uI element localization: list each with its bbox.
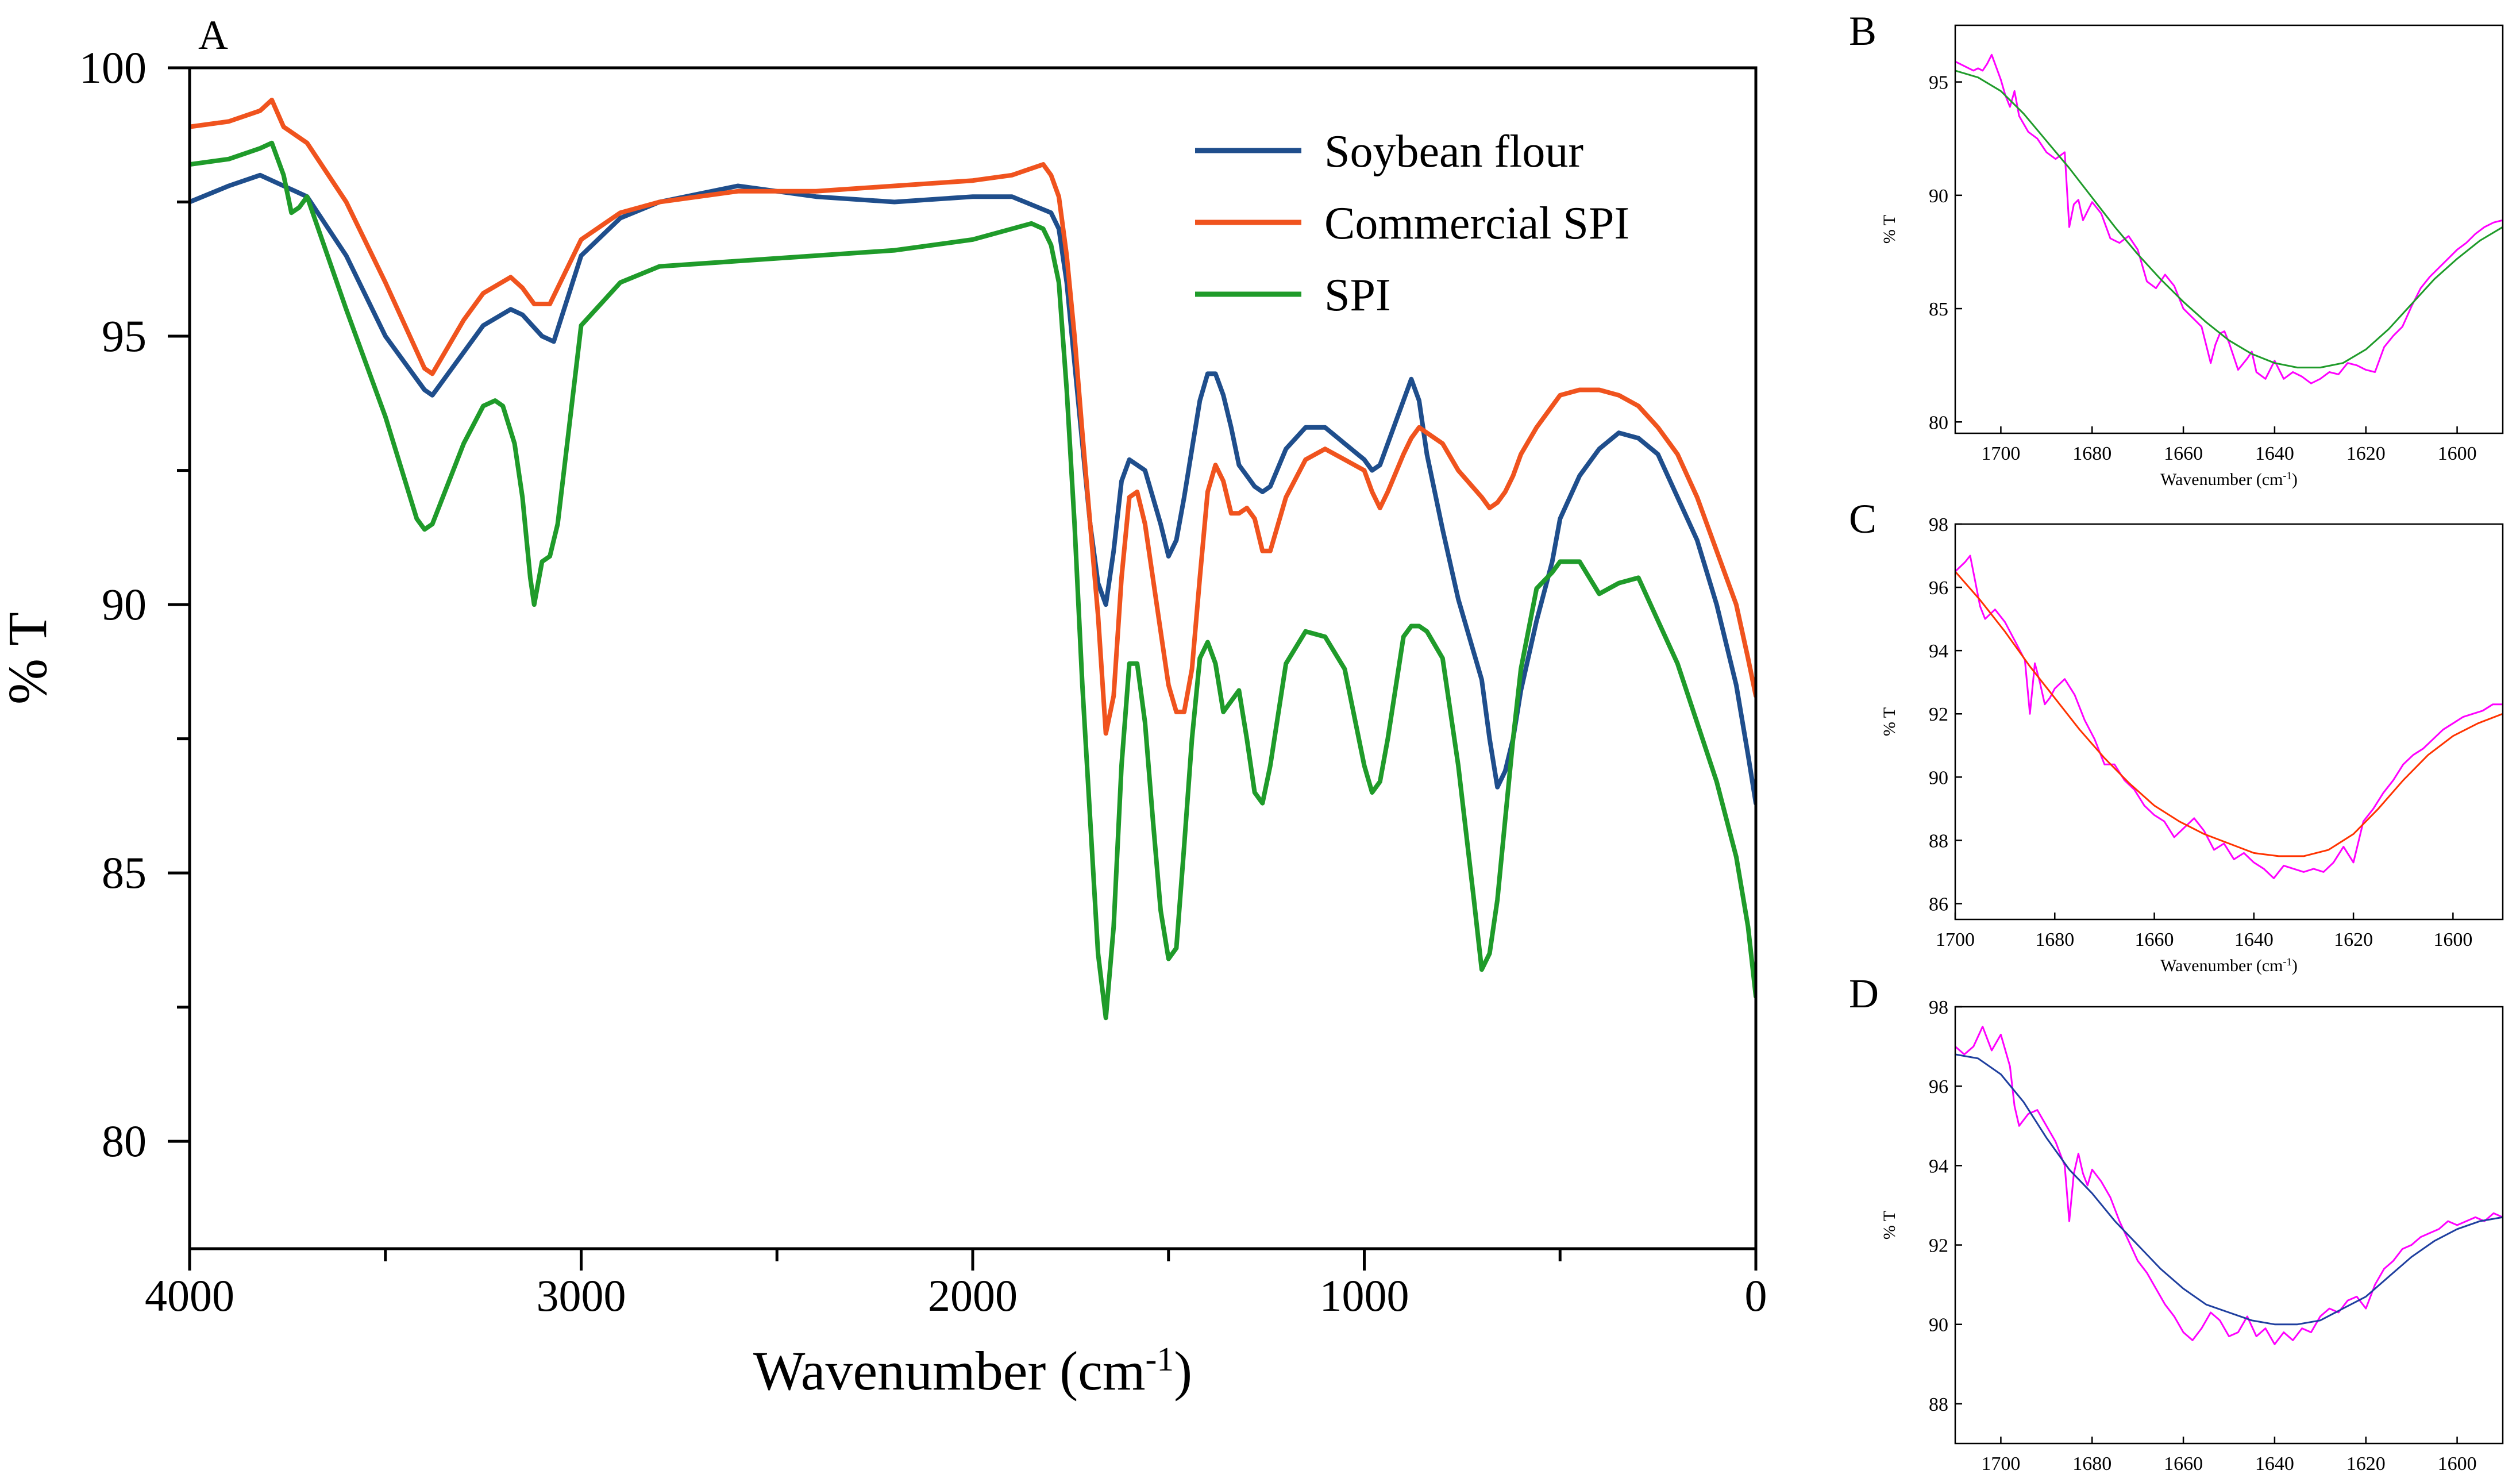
x-axis-title-text: Wavenumber (cm (753, 1340, 1146, 1402)
x-axis-title: Wavenumber (cm-1) (2160, 1480, 2298, 1482)
x-tick-label: 1620 (2346, 443, 2386, 464)
y-tick-label: 85 (1929, 299, 1948, 320)
panel-letter: D (1849, 971, 1879, 1017)
series-line-fit (1955, 70, 2503, 369)
x-tick-label: 2000 (928, 1271, 1018, 1321)
panel-letter: A (198, 12, 228, 58)
y-axis-title: % T (1880, 1211, 1899, 1240)
panel-letter: C (1849, 496, 1876, 542)
y-tick-label: 92 (1929, 1235, 1948, 1257)
series-line-fit (1955, 571, 2503, 857)
x-axis-title-exponent: -1 (2283, 956, 2292, 968)
series-line-raw (1955, 53, 2503, 384)
y-tick-label: 95 (1929, 72, 1948, 94)
x-tick-label: 1600 (2433, 929, 2472, 950)
panel-a: A 4000 3000 2000 1000 0 80 85 90 95 100 Wavenumber … (0, 12, 1767, 1402)
x-tick-label: 0 (1745, 1271, 1767, 1321)
x-axis-title-close: ) (2292, 956, 2298, 975)
x-tick-label: 1700 (1981, 1453, 2020, 1475)
y-tick-label: 100 (79, 43, 147, 93)
legend-label: Commercial SPI (1324, 198, 1629, 249)
x-axis-title: Wavenumber (cm-1) (2160, 956, 2298, 976)
y-tick-label: 92 (1929, 704, 1948, 725)
y-axis-title: % T (1880, 215, 1899, 244)
x-axis-title-exponent: -1 (1146, 1340, 1174, 1378)
series-line-raw (1955, 555, 2503, 879)
series-line-spi (190, 140, 1756, 1021)
y-tick-label: 88 (1929, 1394, 1948, 1415)
series-line-soybean-flour (190, 172, 1756, 806)
x-tick-label: 1600 (2438, 1453, 2477, 1475)
x-tick-label: 1700 (1936, 929, 1975, 950)
y-tick-label: 94 (1929, 641, 1948, 662)
y-tick-label: 90 (1929, 1315, 1948, 1336)
x-tick-label: 1640 (2255, 443, 2294, 464)
y-axis-title: % T (0, 612, 58, 705)
legend-label: SPI (1324, 270, 1391, 321)
y-tick-label: 86 (1929, 894, 1948, 915)
x-tick-label: 1600 (2438, 443, 2477, 464)
x-tick-label: 1000 (1320, 1271, 1409, 1321)
x-tick-label: 1640 (2234, 929, 2274, 950)
y-tick-label: 90 (102, 579, 147, 629)
y-tick-label: 98 (1929, 997, 1948, 1018)
y-tick-label: 90 (1929, 186, 1948, 207)
y-tick-label: 90 (1929, 767, 1948, 788)
x-axis-title-text: Wavenumber (cm (2160, 956, 2283, 975)
y-tick-label: 80 (102, 1116, 147, 1166)
x-tick-label: 1640 (2255, 1453, 2294, 1475)
x-tick-label: 4000 (145, 1271, 234, 1321)
x-axis-title-exponent: -1 (2283, 470, 2292, 482)
panel-d: D 1700 1680 1660 1640 1620 1600 88 90 92 94 96 98 Wav… (1849, 971, 2504, 1482)
x-axis-title-close: ) (2292, 1480, 2298, 1482)
panel-letter: B (1849, 8, 1876, 54)
x-tick-label: 1680 (2072, 1453, 2111, 1475)
x-axis-title-close: ) (2292, 470, 2298, 489)
x-tick-label: 1620 (2334, 929, 2373, 950)
panel-c: C 1700 1680 1660 1640 1620 1600 86 88 90 92 94 96 98 W… (1849, 496, 2504, 976)
y-tick-label: 88 (1929, 830, 1948, 852)
x-tick-label: 1660 (2164, 1453, 2203, 1475)
y-tick-label: 96 (1929, 1076, 1948, 1098)
x-axis-title: Wavenumber (cm-1) (753, 1340, 1192, 1402)
x-tick-label: 3000 (537, 1271, 626, 1321)
legend-label: Soybean flour (1324, 126, 1583, 177)
x-tick-label: 1700 (1981, 443, 2020, 464)
y-tick-label: 94 (1929, 1156, 1948, 1177)
series-line-raw (1955, 1026, 2503, 1345)
x-tick-label: 1660 (2164, 443, 2203, 464)
x-tick-label: 1680 (2072, 443, 2111, 464)
panel-b: B 1700 1680 1660 1640 1620 1600 80 85 90 95 Wavenum… (1849, 8, 2504, 490)
y-tick-label: 95 (102, 311, 147, 361)
x-tick-label: 1660 (2135, 929, 2174, 950)
x-tick-label: 1620 (2346, 1453, 2386, 1475)
x-axis-title-exponent: -1 (2283, 1480, 2292, 1482)
series-line-fit (1955, 1053, 2503, 1326)
x-axis-title-text: Wavenumber (cm (2160, 470, 2283, 489)
x-tick-label: 1680 (2035, 929, 2074, 950)
x-axis-title-text: Wavenumber (cm (2160, 1480, 2283, 1482)
legend: Soybean flour Commercial SPI SPI (1195, 126, 1629, 321)
plot-frame (1954, 24, 2504, 434)
x-axis-title: Wavenumber (cm-1) (2160, 470, 2298, 490)
y-tick-label: 98 (1929, 514, 1948, 536)
series-line-commercial-spi (190, 98, 1756, 736)
y-tick-label: 85 (102, 848, 147, 898)
y-axis-title: % T (1880, 707, 1899, 736)
y-tick-label: 80 (1929, 412, 1948, 433)
y-tick-label: 96 (1929, 578, 1948, 599)
plot-frame (1954, 1006, 2504, 1445)
plot-frame (1954, 523, 2504, 921)
x-axis-title-close: ) (1174, 1340, 1192, 1402)
